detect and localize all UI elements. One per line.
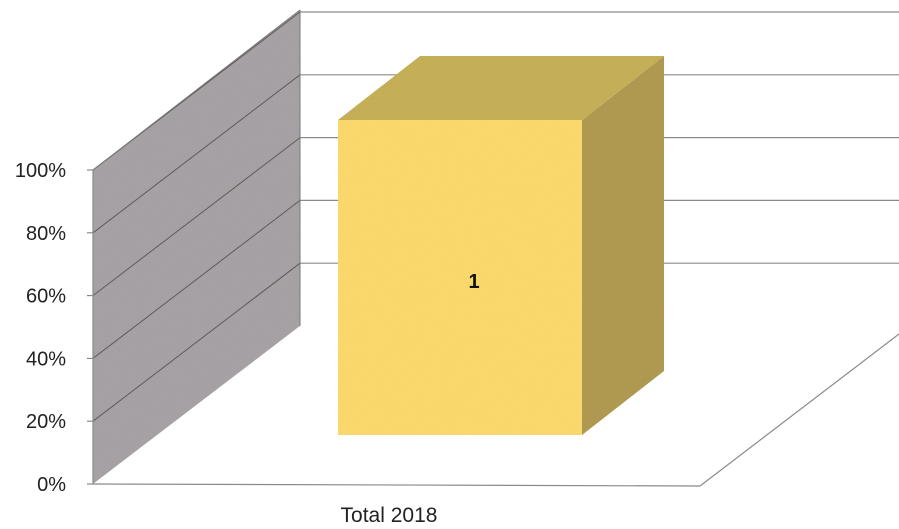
x-category-label: Total 2018 [341, 504, 438, 527]
bar: 1 [338, 56, 664, 435]
bar-data-label: 1 [468, 271, 479, 293]
y-tick-label: 100% [15, 160, 66, 182]
floor-right-edge [699, 333, 899, 487]
gridline-side [92, 137, 301, 296]
y-tick-label: 0% [37, 474, 66, 496]
y-tick-label: 60% [26, 286, 66, 308]
gridline-side [92, 262, 301, 422]
bar-front-face [338, 120, 582, 435]
x-axis-line [92, 483, 701, 487]
y-axis-ticks: 0% 20% 40% 60% 80% 100% [15, 160, 93, 496]
bars: 1 [338, 56, 664, 435]
gridline-side [92, 200, 301, 359]
bar-side-face [582, 56, 664, 435]
y-tick-label: 20% [26, 411, 66, 433]
side-wall-top-edge [92, 9, 301, 171]
gridline-side [92, 74, 301, 234]
bar-top-face [338, 56, 664, 120]
y-tick-label: 80% [26, 223, 66, 245]
y-tick-label: 40% [26, 348, 66, 370]
